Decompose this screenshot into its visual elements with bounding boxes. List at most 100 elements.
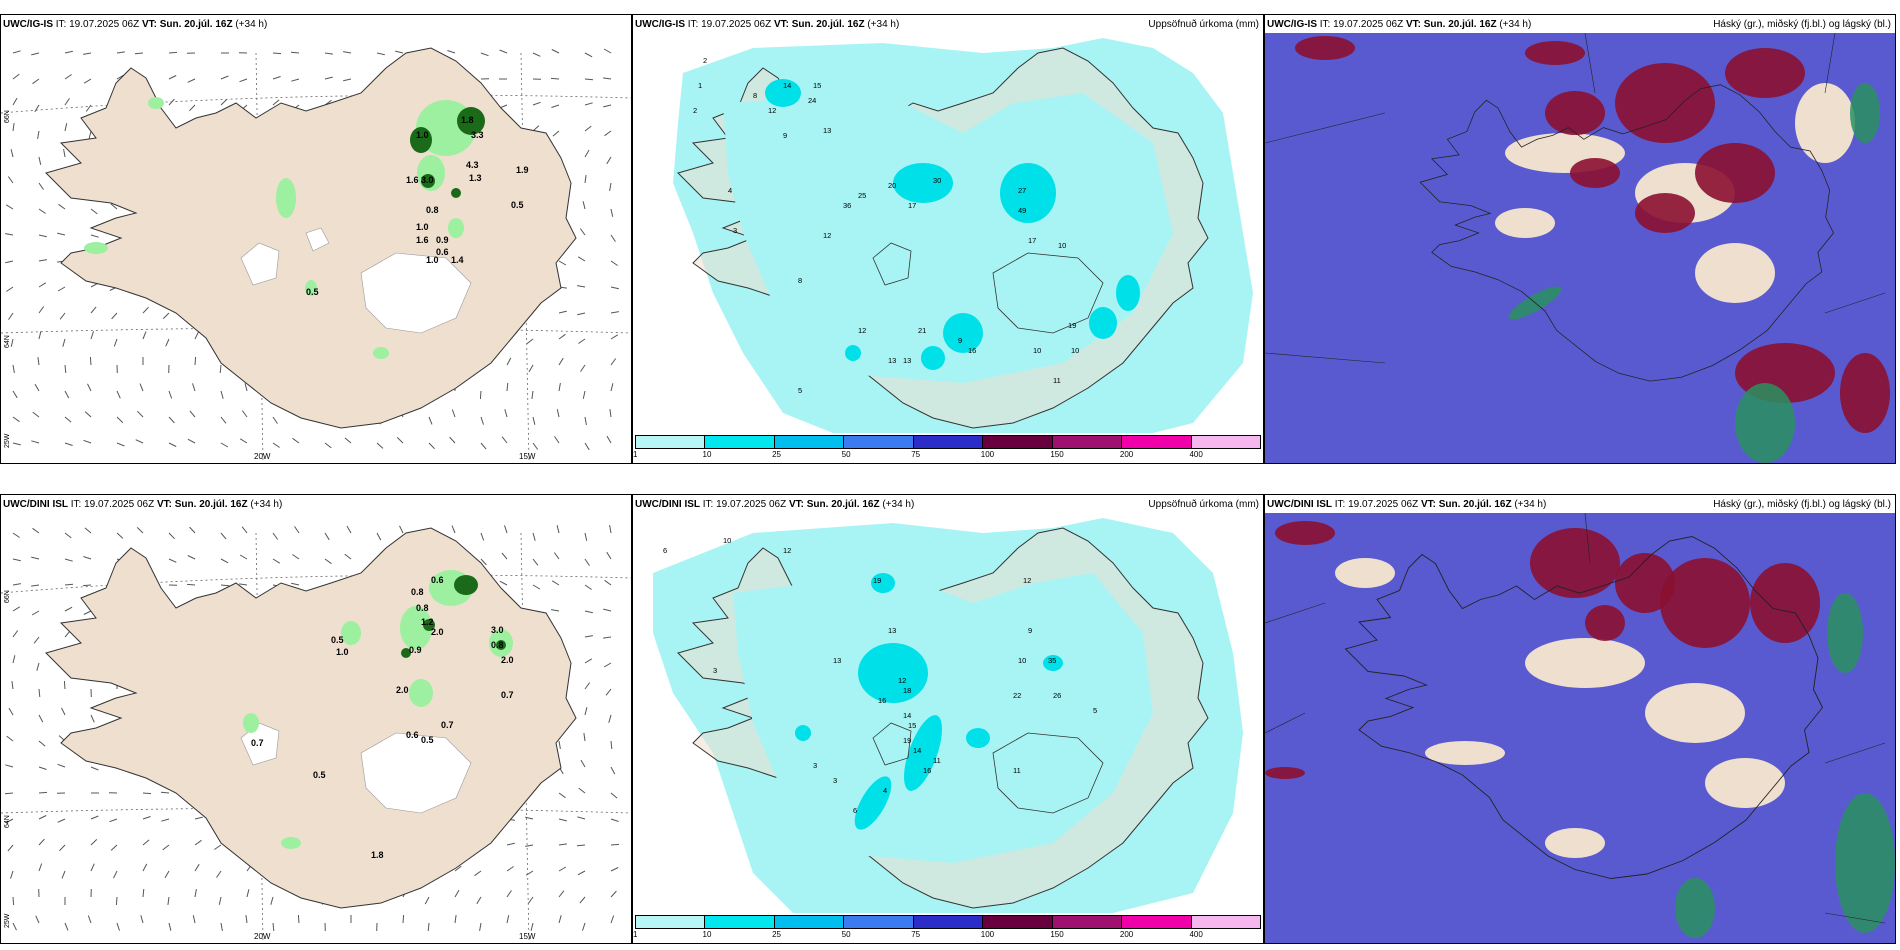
wind-barb	[10, 870, 14, 879]
value-label: 18	[903, 686, 911, 695]
wind-barb	[531, 390, 534, 399]
wind-barb	[604, 579, 612, 586]
wind-barb	[272, 416, 278, 424]
wind-barb	[558, 792, 566, 799]
wind-barb	[606, 156, 612, 165]
precip-values: 6101213319131618121415191416112235261291…	[663, 536, 1097, 815]
wind-barb	[220, 416, 227, 424]
wind-barb	[584, 78, 594, 81]
wind-barb	[558, 310, 567, 314]
value-label: 6	[663, 546, 667, 555]
wind-barb	[168, 442, 177, 447]
colorbar-tick: 150	[1050, 450, 1064, 459]
wind-barb	[272, 922, 275, 932]
wind-barb	[610, 867, 619, 872]
wind-barb	[584, 149, 590, 158]
value-label: 3	[733, 226, 737, 235]
value-label: 2.0	[501, 655, 514, 665]
value-label: 0.5	[421, 735, 434, 745]
wind-barb	[610, 843, 620, 846]
value-label: 5	[1093, 706, 1097, 715]
wind-barb	[168, 532, 175, 540]
wind-barb	[194, 863, 200, 872]
wind-barb	[558, 843, 567, 846]
wind-barb	[584, 416, 587, 425]
wind-barb	[62, 338, 66, 347]
value-label: 3.3	[471, 130, 484, 140]
wind-barb	[192, 915, 196, 924]
wind-barb	[241, 410, 248, 418]
wind-barb	[32, 527, 40, 534]
wind-barb	[528, 364, 534, 373]
wind-barb	[583, 733, 586, 742]
wind-barb	[34, 104, 40, 113]
value-label: 13	[823, 126, 831, 135]
wind-barb	[12, 50, 21, 54]
wind-barb	[501, 552, 508, 560]
wind-barb	[506, 357, 512, 366]
colorbar-swatch	[983, 436, 1053, 448]
colorbar-tick: 1	[633, 930, 638, 939]
wind-barb	[220, 558, 229, 564]
wind-barb	[324, 558, 332, 565]
wind-barb	[90, 208, 98, 215]
wind-barb	[90, 839, 98, 846]
wind-barb	[220, 584, 230, 587]
wind-barb	[4, 792, 14, 795]
wind-barb	[111, 312, 118, 320]
wind-barb	[605, 688, 612, 696]
wind-barb	[83, 52, 92, 55]
wind-barb	[64, 558, 73, 562]
wind-barb	[577, 816, 586, 820]
wind-barb	[579, 228, 586, 236]
wind-barb	[61, 707, 66, 716]
wind-barb	[12, 390, 18, 399]
wind-barb	[137, 410, 144, 418]
colorbar-tick: 400	[1189, 450, 1203, 459]
wind-barb	[168, 390, 173, 399]
wind-barb	[603, 608, 612, 612]
colorbar-swatch	[1191, 916, 1260, 928]
value-label: 14	[913, 746, 921, 755]
wind-barb	[376, 442, 384, 449]
precip-heavy	[795, 573, 1063, 830]
value-label: 16	[878, 696, 886, 705]
value-label: 36	[843, 201, 851, 210]
value-label: 3.0	[491, 625, 504, 635]
wind-barb	[187, 78, 196, 83]
wind-barb	[499, 49, 508, 54]
wind-barb	[272, 558, 281, 564]
wind-barb	[89, 356, 92, 366]
wind-barb	[168, 416, 175, 424]
value-label: 0.7	[251, 738, 264, 748]
wind-barb	[7, 844, 14, 852]
wind-barb	[140, 915, 144, 924]
value-label: 10	[1033, 346, 1041, 355]
wind-barb	[64, 442, 73, 446]
wind-barb	[116, 390, 121, 399]
colorbar-tick: 25	[772, 450, 782, 459]
wind-barb	[577, 312, 586, 316]
wind-barb	[12, 583, 21, 586]
wind-barb	[551, 609, 560, 612]
wind-barb	[5, 260, 14, 264]
wind-barb	[64, 922, 69, 931]
wind-barb	[603, 104, 612, 108]
wind-barb	[38, 714, 44, 723]
value-label: 0.8	[491, 640, 504, 650]
wind-barb	[194, 356, 197, 366]
wind-barb	[192, 383, 196, 392]
wind-barb	[110, 203, 118, 210]
wind-barb	[38, 766, 47, 770]
wind-barb	[532, 532, 536, 541]
wind-barb	[12, 558, 21, 562]
wind-barb	[324, 52, 333, 55]
wind-barb	[532, 101, 541, 106]
wind-barb	[38, 182, 44, 190]
value-label: 3	[833, 776, 837, 785]
wind-barb	[219, 364, 222, 374]
value-label: 26	[1053, 691, 1061, 700]
wind-barb	[604, 130, 612, 137]
